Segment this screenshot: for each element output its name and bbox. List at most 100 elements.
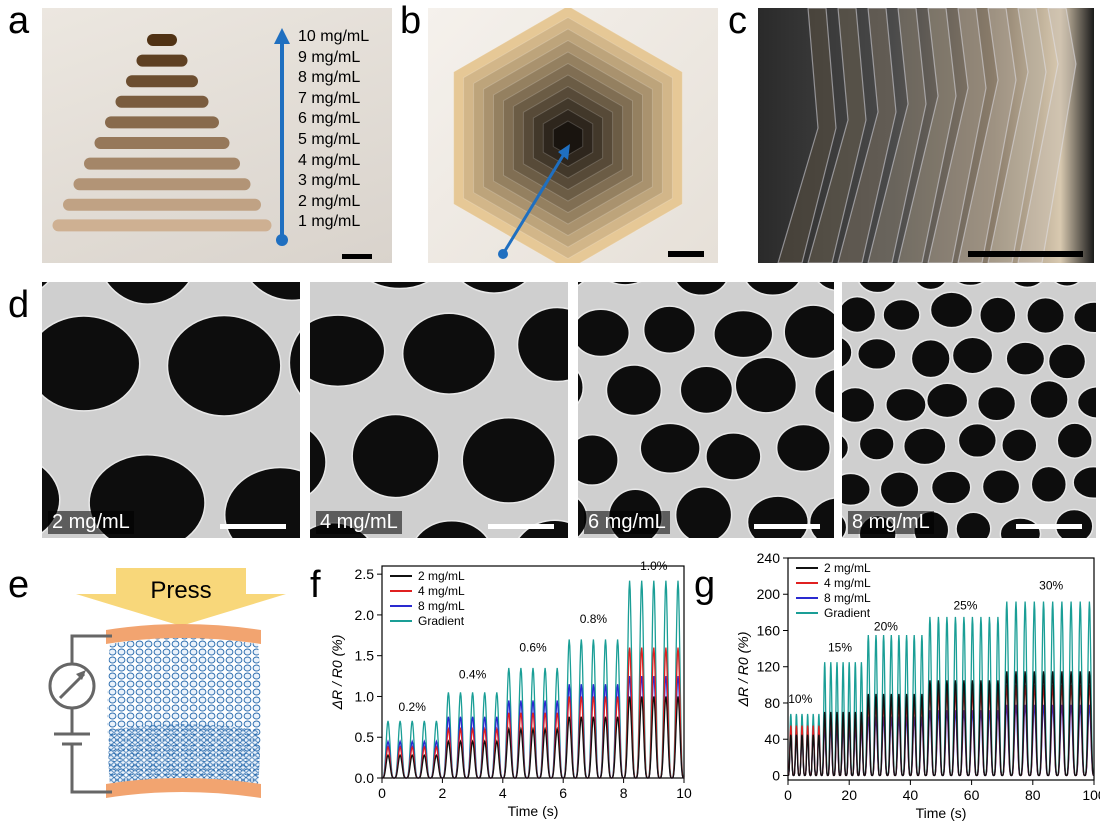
- pore: [606, 365, 661, 415]
- legend-label: 2 mg/mL: [418, 569, 465, 583]
- conc-label: 7 mg/mL: [298, 89, 369, 110]
- pore: [842, 297, 876, 333]
- legend-label: 2 mg/mL: [824, 561, 871, 575]
- scale-bar: [220, 524, 286, 529]
- pore: [958, 424, 996, 458]
- x-tick-label: 0: [378, 785, 386, 801]
- pore: [784, 305, 834, 358]
- sem-image-4mg: 4 mg/mL: [310, 282, 568, 538]
- stripe: [74, 178, 251, 190]
- stripe: [63, 199, 261, 211]
- scale-bar: [1016, 524, 1082, 529]
- strain-annotation: 0.6%: [519, 641, 547, 655]
- pore: [1002, 429, 1037, 462]
- pore: [706, 433, 761, 480]
- pore: [1031, 466, 1066, 502]
- pore: [911, 340, 950, 378]
- y-tick-label: 0.0: [355, 770, 375, 786]
- sensor-schematic: Press: [36, 560, 306, 822]
- pore: [858, 339, 896, 370]
- conc-label: 1 mg/mL: [298, 212, 369, 233]
- y-tick-label: 1.5: [355, 648, 375, 664]
- stripe: [147, 34, 177, 46]
- y-tick-label: 240: [757, 550, 781, 566]
- y-axis-label: ΔR / R0 (%): [329, 635, 345, 711]
- pore: [167, 315, 280, 416]
- x-tick-label: 60: [964, 787, 980, 803]
- pore: [859, 428, 894, 460]
- legend-label: 8 mg/mL: [824, 591, 871, 605]
- y-tick-label: 0.5: [355, 729, 375, 745]
- x-tick-label: 0: [784, 787, 792, 803]
- y-axis-label: ΔR / R0 (%): [735, 632, 751, 708]
- x-tick-label: 80: [1025, 787, 1041, 803]
- strain-annotation: 0.2%: [399, 700, 427, 714]
- pore: [640, 423, 700, 473]
- sem-label: 8 mg/mL: [848, 511, 934, 534]
- pore: [880, 472, 919, 508]
- pore: [932, 471, 971, 504]
- stripe: [53, 219, 272, 231]
- legend-label: Gradient: [418, 614, 465, 628]
- pore: [978, 387, 1016, 421]
- x-tick-label: 6: [559, 785, 567, 801]
- stripe: [84, 158, 240, 170]
- pore: [1057, 423, 1092, 458]
- panel-label-a: a: [8, 2, 29, 40]
- pore: [930, 292, 972, 328]
- x-tick-label: 20: [841, 787, 857, 803]
- pore: [403, 313, 496, 394]
- y-tick-label: 160: [757, 622, 781, 638]
- x-tick-label: 8: [620, 785, 628, 801]
- pore: [714, 311, 773, 358]
- conc-label: 3 mg/mL: [298, 171, 369, 192]
- panel-label-c: c: [728, 2, 747, 40]
- strain-annotation: 0.8%: [580, 612, 608, 626]
- scale-bar: [668, 251, 704, 257]
- layered-side-view: [758, 8, 1094, 263]
- pore: [676, 487, 732, 538]
- pore: [777, 424, 831, 471]
- scale-bar: [342, 254, 372, 259]
- chart-g: 0 20 40 60 80 100 0 40 80 120 160 200 240 Time (s) ΔR …: [700, 550, 1100, 824]
- conc-label: 6 mg/mL: [298, 109, 369, 130]
- pore: [1030, 381, 1068, 419]
- y-tick-label: 40: [764, 731, 780, 747]
- arrow-head-icon: [274, 28, 290, 44]
- conc-label: 8 mg/mL: [298, 68, 369, 89]
- strain-annotation: 15%: [828, 640, 852, 654]
- conc-label: 10 mg/mL: [298, 27, 369, 48]
- sem-label: 4 mg/mL: [316, 511, 402, 534]
- pore: [1049, 344, 1086, 379]
- panel-label-e: e: [8, 566, 29, 604]
- y-tick-label: 80: [764, 695, 780, 711]
- sem-image-8mg: 8 mg/mL: [842, 282, 1096, 538]
- press-label: Press: [150, 577, 211, 604]
- y-tick-label: 2.0: [355, 607, 375, 623]
- pore: [352, 414, 439, 497]
- panel-c-photo: [758, 8, 1094, 263]
- strain-annotation: 30%: [1039, 579, 1063, 593]
- stripe: [126, 75, 198, 87]
- legend-label: 4 mg/mL: [824, 576, 871, 590]
- x-axis-label: Time (s): [508, 803, 559, 819]
- pore: [883, 299, 920, 330]
- strain-annotation: 1.0%: [640, 560, 668, 573]
- legend-label: 8 mg/mL: [418, 599, 465, 613]
- pore: [980, 297, 1016, 333]
- x-tick-label: 2: [439, 785, 447, 801]
- x-axis-label: Time (s): [916, 805, 967, 821]
- pore: [842, 388, 875, 423]
- x-tick-label: 100: [1082, 787, 1100, 803]
- concentration-list: 10 mg/mL 9 mg/mL 8 mg/mL 7 mg/mL 6 mg/mL…: [298, 27, 369, 233]
- pore: [886, 388, 926, 421]
- hexagon-gradient: [428, 8, 718, 263]
- scale-bar: [488, 524, 554, 529]
- strain-annotation: 10%: [788, 692, 812, 706]
- y-tick-label: 200: [757, 586, 781, 602]
- stripe: [116, 96, 209, 108]
- pore: [1027, 298, 1064, 334]
- pore: [735, 357, 796, 413]
- pore: [927, 383, 968, 417]
- panel-label-b: b: [400, 2, 421, 40]
